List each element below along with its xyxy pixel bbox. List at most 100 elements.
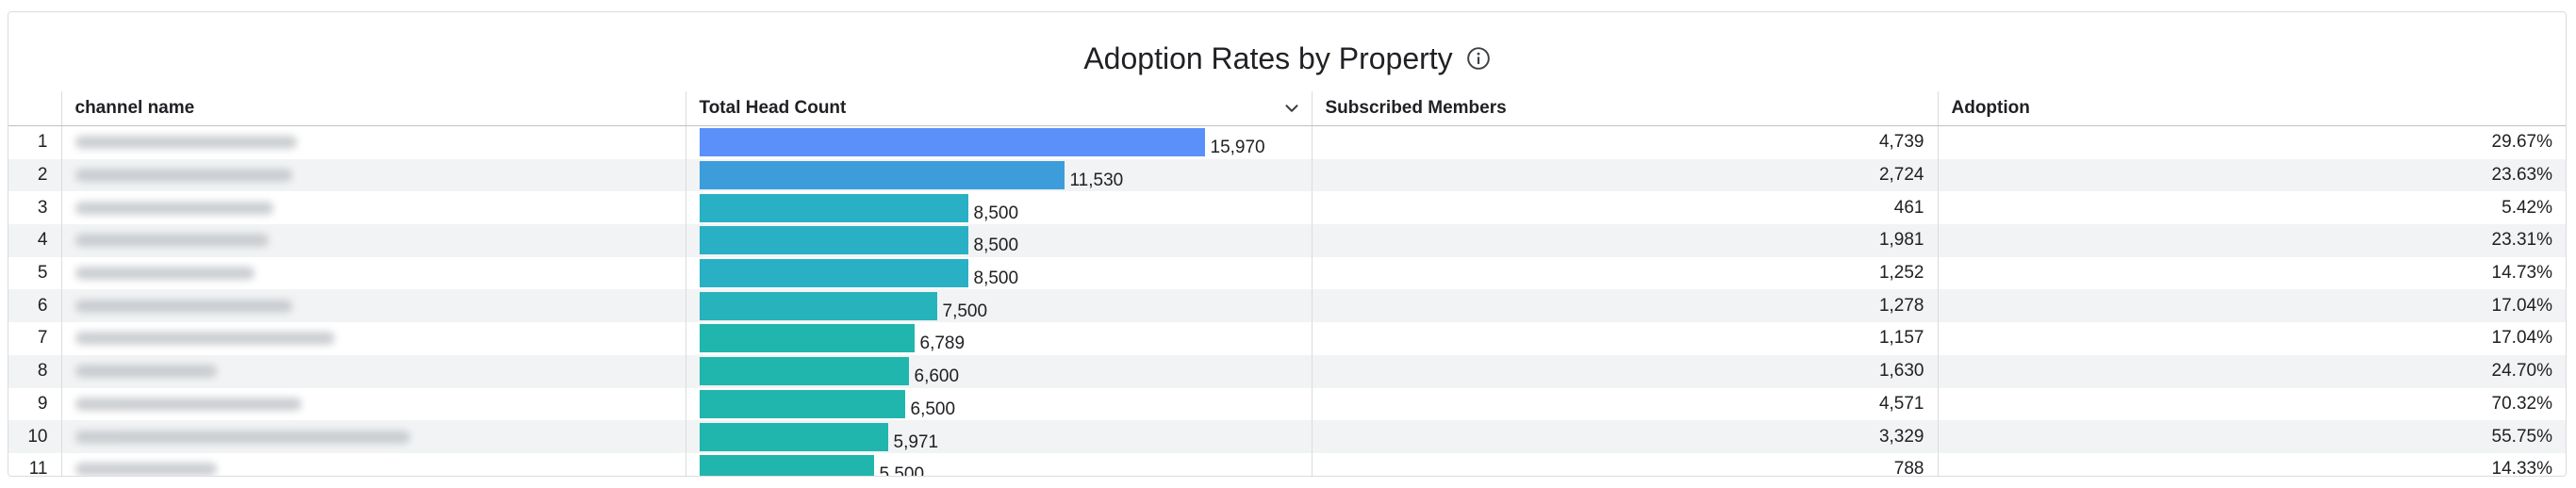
head-count-value: 6,500 <box>910 399 956 419</box>
subscribed-members-cell: 461 <box>1312 191 1939 225</box>
row-index: 6 <box>8 289 62 323</box>
row-index: 10 <box>8 420 62 453</box>
table-row[interactable]: 3 8,500 461 5.42% <box>8 191 2566 225</box>
subscribed-members-cell: 1,630 <box>1312 354 1939 388</box>
head-count-bar <box>699 193 968 222</box>
subscribed-members-cell: 3,329 <box>1312 420 1939 453</box>
table-row[interactable]: 2 11,530 2,724 23.63% <box>8 158 2566 192</box>
data-table: channel name Total Head Count Subscribed… <box>8 91 2566 477</box>
head-count-cell: 8,500 <box>685 256 1313 290</box>
redacted-channel-name <box>74 365 217 379</box>
subscribed-members-cell: 1,278 <box>1312 289 1939 323</box>
adoption-cell: 23.31% <box>1938 224 2566 257</box>
subscribed-members-cell: 1,157 <box>1312 322 1939 355</box>
head-count-cell: 7,500 <box>685 289 1313 323</box>
head-count-bar <box>699 357 909 386</box>
adoption-cell: 14.73% <box>2491 263 2552 284</box>
info-icon[interactable] <box>1466 46 1491 71</box>
head-count-bar <box>699 291 937 320</box>
channel-name-cell <box>61 289 686 323</box>
head-count-value: 8,500 <box>973 236 1019 256</box>
row-index: 2 <box>8 158 62 192</box>
head-count-cell: 11,530 <box>685 158 1313 192</box>
head-count-value: 8,500 <box>973 268 1019 289</box>
table-row[interactable]: 8 6,600 1,630 24.70% <box>8 354 2566 388</box>
table-row[interactable]: 10 5,971 3,329 55.75% <box>8 420 2566 453</box>
table-row[interactable]: 7 6,789 1,157 17.04% <box>8 322 2566 355</box>
column-header-channel-name[interactable]: channel name <box>61 91 686 126</box>
redacted-channel-name <box>74 136 297 150</box>
head-count-cell: 6,600 <box>685 354 1313 388</box>
column-header-subscribed-members[interactable]: Subscribed Members <box>1312 91 1939 126</box>
head-count-value: 5,500 <box>879 464 925 477</box>
adoption-cell: 55.75% <box>1938 420 2566 453</box>
subscribed-members-cell: 4,571 <box>1312 387 1939 421</box>
channel-name-cell <box>61 256 686 290</box>
head-count-value: 6,789 <box>919 333 966 354</box>
row-index: 1 <box>8 125 62 159</box>
table-row[interactable]: 1 15,970 4,739 29.67% <box>8 125 2566 159</box>
head-count-bar <box>699 128 1205 157</box>
table-row[interactable]: 9 6,500 4,571 70.32% <box>8 387 2566 421</box>
column-header-label: Total Head Count <box>699 98 847 118</box>
head-count-cell: 15,970 <box>685 125 1313 159</box>
row-index: 4 <box>8 224 62 257</box>
table-header-row: channel name Total Head Count Subscribed… <box>8 91 2566 126</box>
channel-name-cell <box>61 125 686 159</box>
channel-name-cell <box>61 322 686 355</box>
channel-name-cell <box>61 224 686 257</box>
head-count-value: 6,600 <box>914 366 960 387</box>
head-count-bar <box>699 259 968 288</box>
redacted-channel-name <box>74 397 302 411</box>
chevron-down-icon[interactable] <box>1281 98 1302 119</box>
head-count-bar <box>699 226 968 255</box>
row-index: 11 <box>8 452 62 476</box>
head-count-value: 5,971 <box>893 431 939 452</box>
head-count-cell: 5,971 <box>685 420 1313 453</box>
subscribed-members-cell: 788 <box>1312 452 1939 476</box>
channel-name-cell <box>61 387 686 421</box>
table-chart-card: Adoption Rates by Property channel name … <box>8 11 2567 477</box>
table-row[interactable]: 6 7,500 1,278 17.04% <box>8 289 2566 323</box>
head-count-cell: 6,500 <box>685 387 1313 421</box>
head-count-value: 11,530 <box>1069 171 1124 191</box>
adoption-cell: 24.70% <box>1938 354 2566 388</box>
subscribed-members-cell: 1,981 <box>1312 224 1939 257</box>
adoption-cell: 29.67% <box>2491 132 2552 153</box>
column-header-total-head-count[interactable]: Total Head Count <box>685 91 1313 126</box>
adoption-cell: 17.04% <box>1938 289 2566 323</box>
subscribed-members-cell: 1,252 <box>1312 256 1939 290</box>
index-column-header <box>8 91 62 126</box>
head-count-bar <box>699 455 874 476</box>
redacted-channel-name <box>74 234 269 248</box>
head-count-value: 7,500 <box>942 301 988 321</box>
head-count-bar <box>699 324 915 353</box>
head-count-cell: 8,500 <box>685 224 1313 257</box>
channel-name-cell <box>61 452 686 476</box>
head-count-cell: 8,500 <box>685 191 1313 225</box>
column-header-adoption[interactable]: Adoption <box>1938 91 2566 126</box>
row-index: 8 <box>8 354 62 388</box>
table-row[interactable]: 11 5,500 788 14.33% <box>8 452 2566 477</box>
redacted-channel-name <box>74 267 255 281</box>
adoption-cell: 70.32% <box>2491 393 2552 414</box>
head-count-bar <box>699 389 905 418</box>
table-row[interactable]: 5 8,500 1,252 14.73% <box>8 256 2566 290</box>
row-index: 9 <box>8 387 62 421</box>
redacted-channel-name <box>74 430 410 444</box>
adoption-cell: 14.33% <box>2491 459 2552 477</box>
redacted-channel-name <box>74 201 273 215</box>
head-count-cell: 6,789 <box>685 322 1313 355</box>
head-count-cell: 5,500 <box>685 452 1313 477</box>
redacted-channel-name <box>74 332 335 346</box>
row-index: 3 <box>8 191 62 225</box>
adoption-cell: 23.63% <box>1938 158 2566 192</box>
head-count-value: 8,500 <box>973 203 1019 223</box>
table-row[interactable]: 4 8,500 1,981 23.31% <box>8 224 2566 257</box>
adoption-cell: 17.04% <box>2491 328 2552 349</box>
redacted-channel-name <box>74 299 292 313</box>
chart-header: Adoption Rates by Property <box>8 35 2566 82</box>
channel-name-cell <box>61 354 686 388</box>
channel-name-cell <box>61 420 686 453</box>
subscribed-members-cell: 4,739 <box>1312 125 1939 159</box>
